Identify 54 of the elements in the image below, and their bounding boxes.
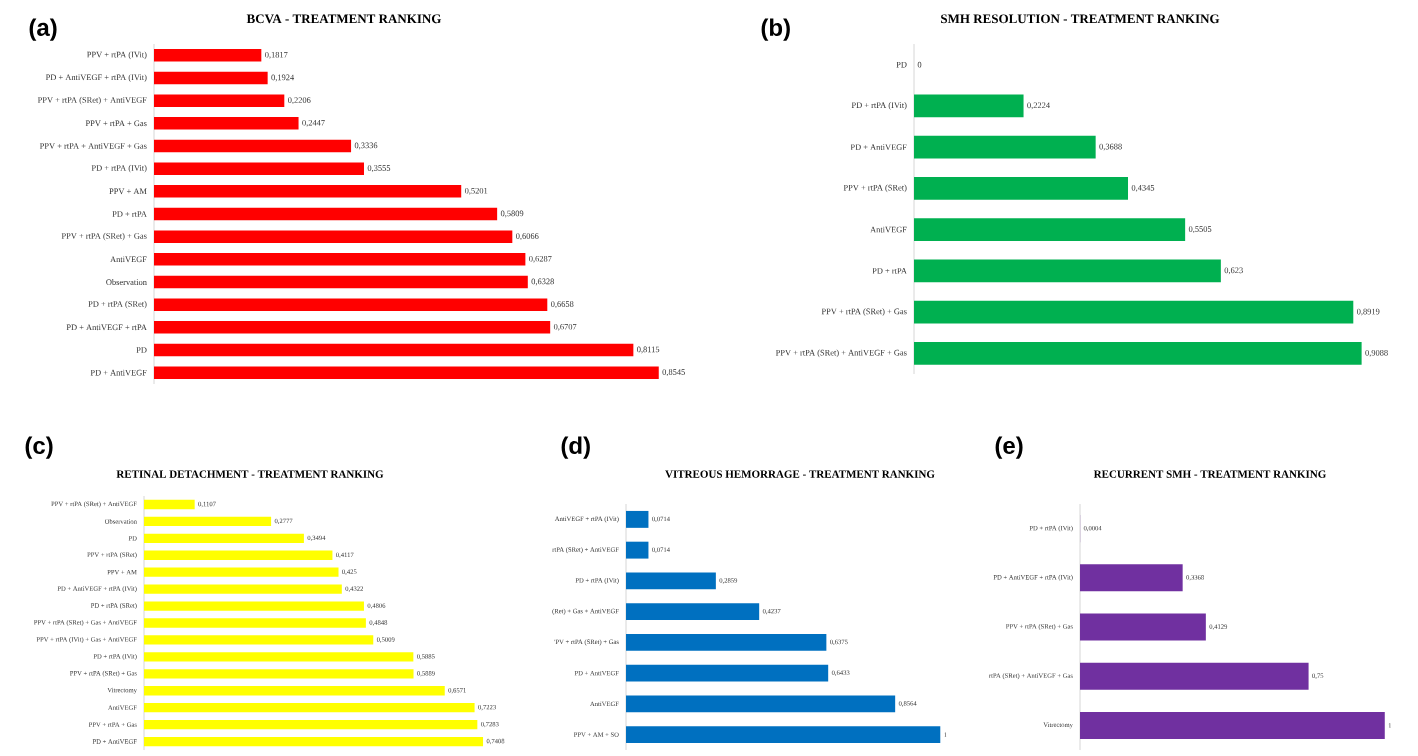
- bar: [154, 253, 526, 266]
- bar: [144, 601, 364, 611]
- bar: [154, 343, 634, 357]
- text: (b): [761, 18, 790, 41]
- bar: [154, 71, 268, 85]
- bar: [154, 117, 299, 130]
- bar: [1080, 613, 1206, 641]
- text: (c): [25, 436, 53, 459]
- bar: [144, 686, 445, 696]
- bar: [914, 342, 1362, 365]
- bar: [626, 633, 827, 651]
- bar: [626, 510, 649, 528]
- bar: [144, 567, 339, 577]
- text: (e): [995, 436, 1023, 459]
- bar: [154, 321, 551, 334]
- bar: [914, 135, 1096, 159]
- bar: [914, 300, 1354, 324]
- bar: [154, 49, 262, 62]
- bar: [144, 533, 304, 543]
- bar: [914, 218, 1186, 241]
- bar: [144, 550, 333, 560]
- bar: [144, 499, 195, 510]
- bar: [914, 94, 1024, 118]
- bar: [154, 162, 364, 175]
- bar: [154, 94, 285, 107]
- bar: [154, 366, 659, 379]
- bar: [626, 726, 941, 744]
- bar: [144, 584, 342, 594]
- bar: [144, 719, 478, 730]
- bar: [144, 618, 366, 628]
- bar: [626, 603, 760, 621]
- bar: [154, 230, 513, 243]
- bar: [144, 736, 484, 747]
- bar: [1080, 662, 1309, 690]
- bar: [144, 652, 414, 662]
- bar: [1080, 564, 1183, 592]
- bar: [154, 275, 528, 289]
- bar: [154, 207, 498, 221]
- bar: [144, 516, 272, 527]
- bar: [144, 635, 374, 645]
- bar: [154, 185, 462, 198]
- bar: [914, 259, 1221, 283]
- bar: [144, 703, 475, 713]
- bar: [626, 572, 716, 590]
- bar: [154, 139, 352, 153]
- bar: [154, 298, 548, 311]
- bar: [626, 664, 829, 682]
- bar: [144, 669, 414, 679]
- bar: [626, 695, 896, 713]
- bar: [914, 177, 1129, 200]
- bar: [626, 541, 649, 559]
- text: (a): [29, 18, 57, 41]
- bar: [1080, 711, 1385, 739]
- text: (d): [561, 436, 590, 459]
